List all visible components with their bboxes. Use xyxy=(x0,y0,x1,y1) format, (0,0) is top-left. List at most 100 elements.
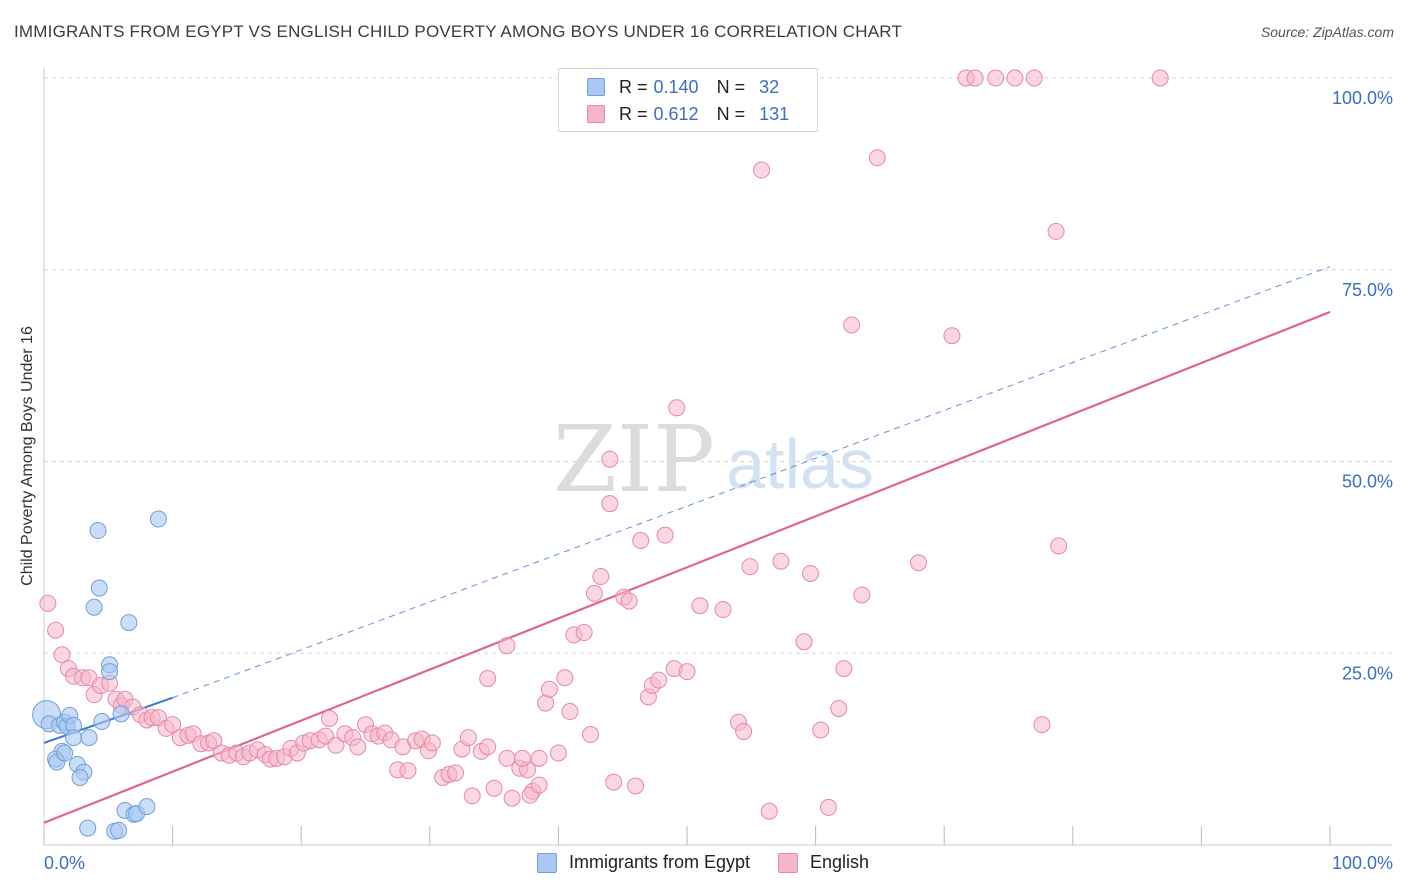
english-point xyxy=(601,495,619,513)
legend-n-value: 131 xyxy=(759,103,790,124)
legend-item-egypt[interactable]: Immigrants from Egypt xyxy=(536,852,750,873)
egypt-point xyxy=(120,614,138,632)
english-point xyxy=(530,776,548,794)
egypt-point xyxy=(71,769,89,787)
english-point xyxy=(943,327,961,345)
legend-label-english: English xyxy=(810,852,870,872)
english-point xyxy=(835,660,853,678)
english-point xyxy=(540,680,558,698)
english-point xyxy=(1033,716,1051,734)
english-point xyxy=(1025,69,1043,87)
legend-r-value: 0.612 xyxy=(653,103,699,124)
source-label: Source: ZipAtlas.com xyxy=(1260,24,1394,40)
english-point xyxy=(503,789,521,807)
english-point xyxy=(399,762,417,780)
legend-swatch-egypt xyxy=(587,78,605,96)
english-trend-line xyxy=(43,310,1331,824)
english-point xyxy=(549,744,567,762)
english-point xyxy=(668,399,686,417)
watermark-atlas: atlas xyxy=(726,425,874,503)
legend-row-egypt: R = 0.140 N = 32 xyxy=(587,75,779,99)
english-point xyxy=(987,69,1005,87)
legend-n-label: N = xyxy=(716,103,746,124)
english-point xyxy=(819,798,837,816)
y-tick-label: 25.0% xyxy=(1342,663,1393,683)
english-point xyxy=(53,646,71,664)
english-point xyxy=(582,726,600,744)
english-point xyxy=(605,773,623,791)
egypt-point xyxy=(85,598,103,616)
egypt-point xyxy=(89,522,107,540)
series-legend: Immigrants from Egypt English xyxy=(0,852,1406,873)
egypt-point xyxy=(90,579,108,597)
english-point xyxy=(575,624,593,642)
english-point xyxy=(479,670,497,688)
english-point xyxy=(760,802,778,820)
english-point xyxy=(691,597,709,615)
english-point xyxy=(620,592,638,610)
english-point xyxy=(556,669,574,687)
english-point xyxy=(513,749,531,767)
english-point xyxy=(561,703,579,721)
english-point xyxy=(966,69,984,87)
english-point xyxy=(627,777,645,795)
egypt-point xyxy=(101,663,119,681)
english-point xyxy=(714,601,732,619)
english-point xyxy=(327,736,345,754)
english-point xyxy=(632,532,650,550)
english-point xyxy=(650,671,668,689)
egypt-point xyxy=(93,713,111,731)
english-point xyxy=(795,633,813,651)
legend-row-english: R = 0.612 N = 131 xyxy=(587,102,789,126)
english-point xyxy=(843,316,861,334)
egypt-point xyxy=(80,729,98,747)
legend-r-value: 0.140 xyxy=(653,76,699,97)
english-point xyxy=(349,738,367,756)
english-point xyxy=(164,716,182,734)
egypt-point xyxy=(110,821,128,839)
english-point xyxy=(585,584,603,602)
english-point xyxy=(530,749,548,767)
x-tick-label: 0.0% xyxy=(44,853,85,873)
egypt-point xyxy=(65,729,83,747)
legend-n-label: N = xyxy=(716,76,746,97)
english-point xyxy=(459,729,477,747)
english-point xyxy=(498,637,516,655)
legend-swatch-egypt xyxy=(536,852,557,873)
english-point xyxy=(592,568,610,586)
english-point xyxy=(656,526,674,544)
legend-label-egypt: Immigrants from Egypt xyxy=(568,852,750,872)
english-point xyxy=(47,621,65,639)
english-point xyxy=(909,554,927,572)
egypt-trend-extrapolated xyxy=(172,266,1331,699)
english-point xyxy=(830,699,848,717)
english-point xyxy=(423,734,441,752)
english-point xyxy=(205,732,223,750)
english-point xyxy=(853,586,871,604)
english-point xyxy=(479,738,497,756)
watermark-zip: ZIP xyxy=(553,406,715,513)
english-point xyxy=(601,450,619,468)
english-point xyxy=(1047,222,1065,240)
english-point xyxy=(812,721,830,739)
egypt-point xyxy=(56,744,74,762)
egypt-point xyxy=(149,510,167,528)
legend-r-label: R = xyxy=(619,103,648,124)
correlation-legend: R = 0.140 N = 32 R = 0.612 N = 131 xyxy=(558,68,818,132)
english-point xyxy=(678,663,696,681)
english-point xyxy=(801,564,819,582)
legend-n-value: 32 xyxy=(759,76,780,97)
legend-item-english[interactable]: English xyxy=(778,852,869,873)
english-point xyxy=(39,594,57,612)
x-tick-label: 100.0% xyxy=(1332,853,1393,873)
english-point xyxy=(1050,537,1068,555)
egypt-point xyxy=(112,705,130,723)
english-point xyxy=(868,149,886,167)
english-point xyxy=(735,722,753,740)
english-point xyxy=(463,787,481,805)
english-point xyxy=(741,558,759,576)
english-point xyxy=(1006,69,1024,87)
y-tick-label: 75.0% xyxy=(1342,280,1393,300)
legend-swatch-english xyxy=(778,852,798,873)
